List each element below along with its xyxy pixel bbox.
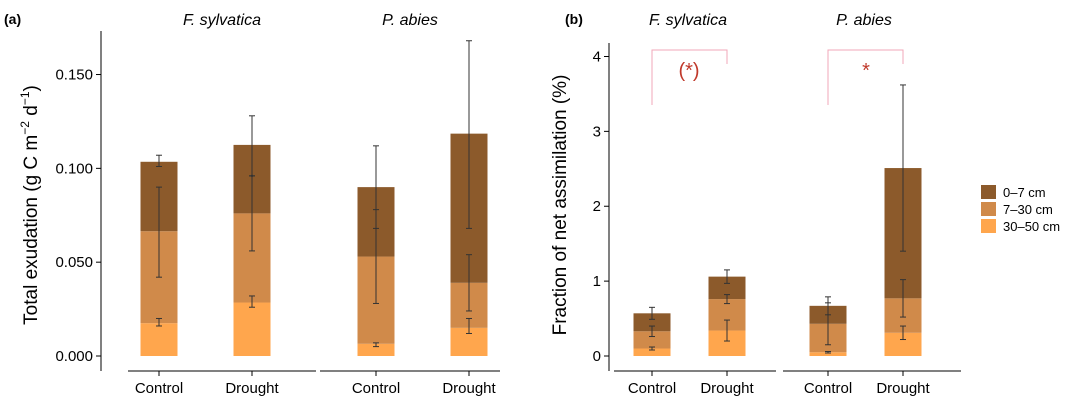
b-x-tick-label-0-1: Drought <box>700 380 754 397</box>
b-bar-1-0-seg0 <box>809 352 847 356</box>
a-x-tick-label-1-1: Drought <box>442 380 496 397</box>
b-bar-0-0-seg0 <box>633 348 671 356</box>
b-x-tick-label-1-1: Drought <box>876 380 930 397</box>
b-y-tick-label-1: 1 <box>593 273 601 290</box>
b-significance-label-1: * <box>862 60 870 82</box>
b-y-tick-label-0: 0 <box>593 348 601 365</box>
b-x-tick-label-0-0: Control <box>628 380 676 397</box>
a-x-tick-label-1-0: Control <box>352 380 400 397</box>
a-y-tick-label-2: 0.100 <box>55 160 93 177</box>
legend-label-7-30: 7–30 cm <box>1003 202 1053 217</box>
a-x-tick-label-0-0: Control <box>135 380 183 397</box>
b-significance-label-0: (*) <box>678 60 699 82</box>
b-x-tick-label-1-0: Control <box>804 380 852 397</box>
panel-label-b: (b) <box>565 11 583 27</box>
legend-swatch-7-30 <box>981 202 996 216</box>
b-bar-0-1-seg2 <box>708 276 746 300</box>
b-significance-bracket-1 <box>827 49 904 105</box>
panel-a-facet-pabies: P. abies <box>382 12 438 29</box>
panel-a-facet-fsylvatica: F. sylvatica <box>183 12 261 29</box>
legend-swatch-30-50 <box>981 219 996 233</box>
panel-b-plot: Control Drought Control Drought 0 1 2 3 4 (*) * <box>593 43 961 397</box>
panel-a-plot: Control Drought Control Drought 0.000 0.050 0.… <box>55 31 500 397</box>
panel-b-y-axis-label: Fraction of net assimilation (%) <box>550 75 571 336</box>
panel-b-facet-fsylvatica: F. sylvatica <box>649 12 727 29</box>
legend: 0–7 cm 7–30 cm 30–50 cm <box>981 185 1060 234</box>
legend-label-30-50: 30–50 cm <box>1003 219 1060 234</box>
a-y-tick-label-0: 0.000 <box>55 348 93 365</box>
a-y-tick-label-1: 0.050 <box>55 254 93 271</box>
a-x-tick-label-0-1: Drought <box>225 380 279 397</box>
panel-a-y-axis-label: Total exudation (g C m−2 d−1) <box>18 85 42 325</box>
b-y-tick-label-4: 4 <box>593 48 601 65</box>
b-bar-1-1-seg0 <box>884 332 922 356</box>
a-bar-0-1-seg0 <box>233 302 271 356</box>
legend-label-0-7: 0–7 cm <box>1003 185 1046 200</box>
a-y-tick-label-3: 0.150 <box>55 67 93 84</box>
panel-label-a: (a) <box>4 11 21 27</box>
b-y-tick-label-3: 3 <box>593 123 601 140</box>
panel-b-facet-pabies: P. abies <box>836 12 892 29</box>
a-bar-1-0-seg0 <box>357 343 395 356</box>
a-center-marker <box>250 174 254 178</box>
b-bar-0-0-seg1 <box>633 331 671 349</box>
a-bar-0-0-seg0 <box>140 323 178 356</box>
legend-swatch-0-7 <box>981 185 996 199</box>
b-bar-0-0-seg2 <box>633 313 671 332</box>
b-y-tick-label-2: 2 <box>593 198 601 215</box>
b-significance-bracket-0 <box>651 49 728 105</box>
